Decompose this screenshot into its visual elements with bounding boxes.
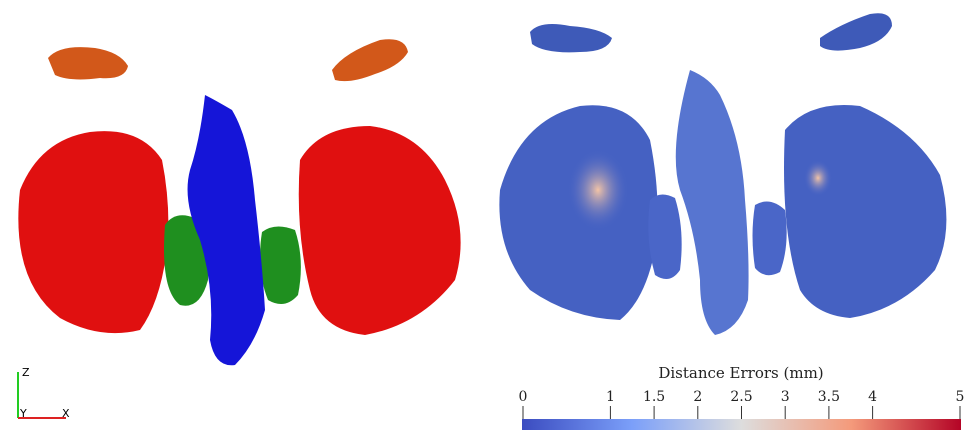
tick-label: 1.5 bbox=[643, 389, 665, 405]
segmentation-render bbox=[18, 39, 460, 365]
colorbar: Distance Errors (mm) 0 1 1.5 2 2.5 3 3.5 4 5 bbox=[519, 364, 965, 430]
axis-label: X bbox=[62, 407, 70, 420]
tick-label: 1 bbox=[606, 389, 615, 405]
tick-label: 2.5 bbox=[730, 389, 752, 405]
axis-label: Y bbox=[19, 407, 27, 420]
tick-label: 0 bbox=[519, 389, 528, 405]
tick-label: 4 bbox=[868, 389, 877, 405]
error-render bbox=[499, 13, 946, 335]
tick-label: 3.5 bbox=[818, 389, 840, 405]
axes-triad: Z Y X bbox=[18, 366, 70, 420]
tick-label: 5 bbox=[956, 389, 965, 405]
tick-label: 3 bbox=[781, 389, 790, 405]
page: Z Y X Distance Errors (mm) 0 1 1.5 2 2.5 3 3.5… bbox=[0, 0, 965, 430]
figure: Z Y X Distance Errors (mm) 0 1 1.5 2 2.5 3 3.5… bbox=[0, 0, 965, 430]
colorbar-gradient bbox=[522, 419, 961, 430]
tick-label: 2 bbox=[693, 389, 702, 405]
colorbar-title: Distance Errors (mm) bbox=[658, 364, 823, 382]
axis-label: Z bbox=[22, 366, 30, 379]
